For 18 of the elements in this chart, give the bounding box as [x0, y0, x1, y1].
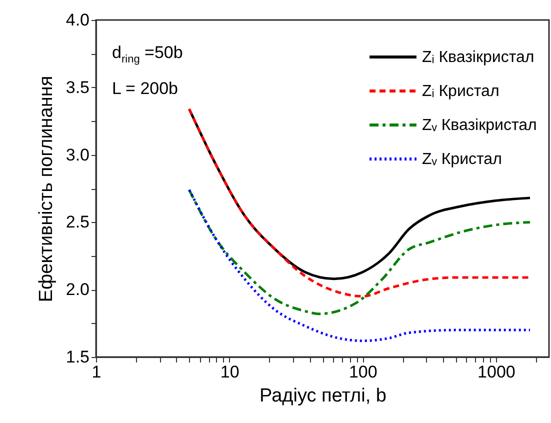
y-tick-label: 3.5 [66, 78, 90, 97]
y-tick-label: 1.5 [66, 348, 90, 366]
legend-label: Zᵢ Кристал [422, 83, 500, 100]
y-tick-label: 3.0 [66, 145, 90, 164]
y-tick-label: 4.0 [66, 10, 90, 30]
x-tick-label: 10 [220, 362, 240, 382]
annotation: d$_{ring}$ =50b [112, 42, 183, 68]
legend-label: Zᵥ Кристал [422, 151, 502, 168]
x-tick-label: 1 [92, 362, 102, 382]
legend-label: Zᵥ Квазікристал [422, 117, 537, 134]
annotation: L = 200b [112, 78, 180, 100]
y-axis-title: Ефективність поглинання [36, 76, 57, 302]
y-tick-label: 2.5 [66, 212, 90, 232]
x-tick-label: 100 [348, 362, 378, 382]
x-axis-title: Радіус петлі, b [260, 386, 386, 406]
legend-label: Zᵢ Квазікристал [422, 49, 534, 66]
x-tick-label: 1000 [478, 362, 516, 382]
y-tick-label: 2.0 [66, 280, 90, 300]
